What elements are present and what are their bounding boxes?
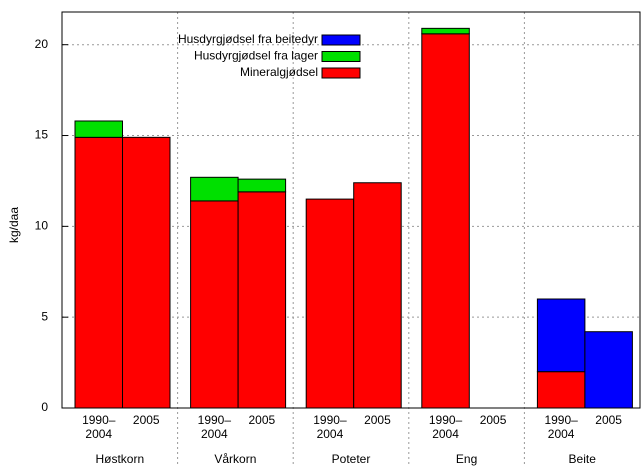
bar-segment — [305, 198, 355, 409]
y-tick-label: 15 — [35, 128, 49, 142]
y-tick-label: 5 — [41, 309, 48, 323]
bar-segment — [122, 136, 171, 409]
x-tick-label: 1990– 2004 — [428, 413, 463, 441]
bar-segment — [584, 331, 633, 409]
bar-segment — [237, 191, 287, 409]
x-tick-label: 1990– 2004 — [197, 413, 232, 441]
group-label: Poteter — [332, 452, 371, 466]
group-label: Vårkorn — [214, 452, 256, 466]
group-label: Høstkorn — [95, 452, 144, 466]
bar-segment — [536, 298, 586, 373]
bar-segment — [421, 27, 470, 35]
bar-segment — [74, 120, 123, 138]
legend-label: Husdyrgjødsel fra beitedyr — [178, 32, 318, 46]
bar-segment — [353, 182, 402, 409]
legend-swatch — [321, 67, 361, 79]
x-tick-label: 1990– 2004 — [544, 413, 578, 441]
y-tick-label: 10 — [35, 219, 49, 233]
bar-segment — [190, 200, 239, 409]
legend-swatch — [321, 51, 361, 62]
bar-segment — [74, 136, 123, 409]
y-axis-label: kg/daa — [7, 207, 21, 243]
group-label: Beite — [569, 452, 597, 466]
legend-swatch — [321, 34, 361, 46]
x-tick-label: 2005 — [479, 413, 507, 427]
bar-segment — [421, 33, 470, 409]
x-tick-label: 2005 — [595, 413, 622, 427]
bar-segment — [190, 176, 239, 202]
x-tick-label: 2005 — [132, 413, 160, 427]
x-tick-label: 1990– 2004 — [82, 413, 116, 441]
bar-segment — [536, 371, 586, 409]
plot-frame — [61, 11, 641, 409]
x-tick-label: 2005 — [248, 413, 276, 427]
group-label: Eng — [456, 452, 477, 466]
bar-segment — [237, 178, 287, 193]
y-tick-label: 0 — [41, 400, 48, 414]
y-tick-label: 20 — [35, 37, 49, 51]
legend-label: Mineralgjødsel — [240, 65, 318, 79]
x-tick-label: 2005 — [364, 413, 391, 427]
x-tick-label: 1990– 2004 — [313, 413, 347, 441]
legend-label: Husdyrgjødsel fra lager — [194, 49, 318, 63]
